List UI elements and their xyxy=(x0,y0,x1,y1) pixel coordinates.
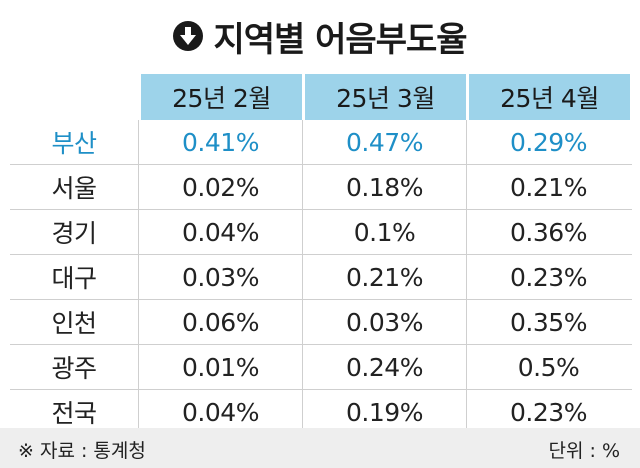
table-row: 전국 0.04% 0.19% 0.23% xyxy=(10,390,632,435)
row-label: 전국 xyxy=(51,399,97,428)
chart-title: 지역별 어음부도율 xyxy=(213,19,467,60)
column-header: 25년 3월 xyxy=(305,74,466,120)
row-label: 부산 xyxy=(51,129,97,158)
table-cell: 0.1% xyxy=(302,210,466,254)
table-cell: 0.23% xyxy=(466,390,630,434)
table-cell: 0.24% xyxy=(302,345,466,389)
row-label: 광주 xyxy=(51,354,97,383)
chart-title-row: 지역별 어음부도율 xyxy=(0,0,640,72)
header-corner xyxy=(10,74,138,120)
table-cell: 0.03% xyxy=(138,255,302,299)
row-label: 경기 xyxy=(51,219,97,248)
table-cell: 0.21% xyxy=(302,255,466,299)
table-cell: 0.06% xyxy=(138,300,302,344)
table-row: 대구 0.03% 0.21% 0.23% xyxy=(10,255,632,300)
table-cell: 0.5% xyxy=(466,345,630,389)
table-cell: 0.19% xyxy=(302,390,466,434)
table-cell: 0.02% xyxy=(138,165,302,209)
table-row: 서울 0.02% 0.18% 0.21% xyxy=(10,165,632,210)
table-cell: 0.18% xyxy=(302,165,466,209)
table-row: 인천 0.06% 0.03% 0.35% xyxy=(10,300,632,345)
table-cell: 0.29% xyxy=(466,120,630,164)
table-cell: 0.04% xyxy=(138,210,302,254)
table-row: 부산 0.41% 0.47% 0.29% xyxy=(10,120,632,165)
row-label: 대구 xyxy=(51,264,97,293)
table-row: 광주 0.01% 0.24% 0.5% xyxy=(10,345,632,390)
table-cell: 0.41% xyxy=(138,120,302,164)
table-cell: 0.23% xyxy=(466,255,630,299)
source-note: ※ 자료 : 통계청 xyxy=(18,440,146,462)
chart-footer: ※ 자료 : 통계청 단위 : % xyxy=(0,428,640,468)
table-cell: 0.03% xyxy=(302,300,466,344)
down-arrow-circle-icon xyxy=(173,21,204,51)
unit-note: 단위 : % xyxy=(548,440,621,462)
column-header: 25년 2월 xyxy=(141,74,302,120)
table-cell: 0.47% xyxy=(302,120,466,164)
table-cell: 0.01% xyxy=(138,345,302,389)
table-cell: 0.21% xyxy=(466,165,630,209)
table-cell: 0.35% xyxy=(466,300,630,344)
row-label: 서울 xyxy=(51,174,97,203)
row-label: 인천 xyxy=(51,309,97,338)
column-header: 25년 4월 xyxy=(469,74,630,120)
table-header-row: 25년 2월 25년 3월 25년 4월 xyxy=(10,74,632,120)
table-cell: 0.04% xyxy=(138,390,302,434)
data-table: 25년 2월 25년 3월 25년 4월 부산 0.41% 0.47% 0.29… xyxy=(10,74,632,435)
table-cell: 0.36% xyxy=(466,210,630,254)
table-row: 경기 0.04% 0.1% 0.36% xyxy=(10,210,632,255)
